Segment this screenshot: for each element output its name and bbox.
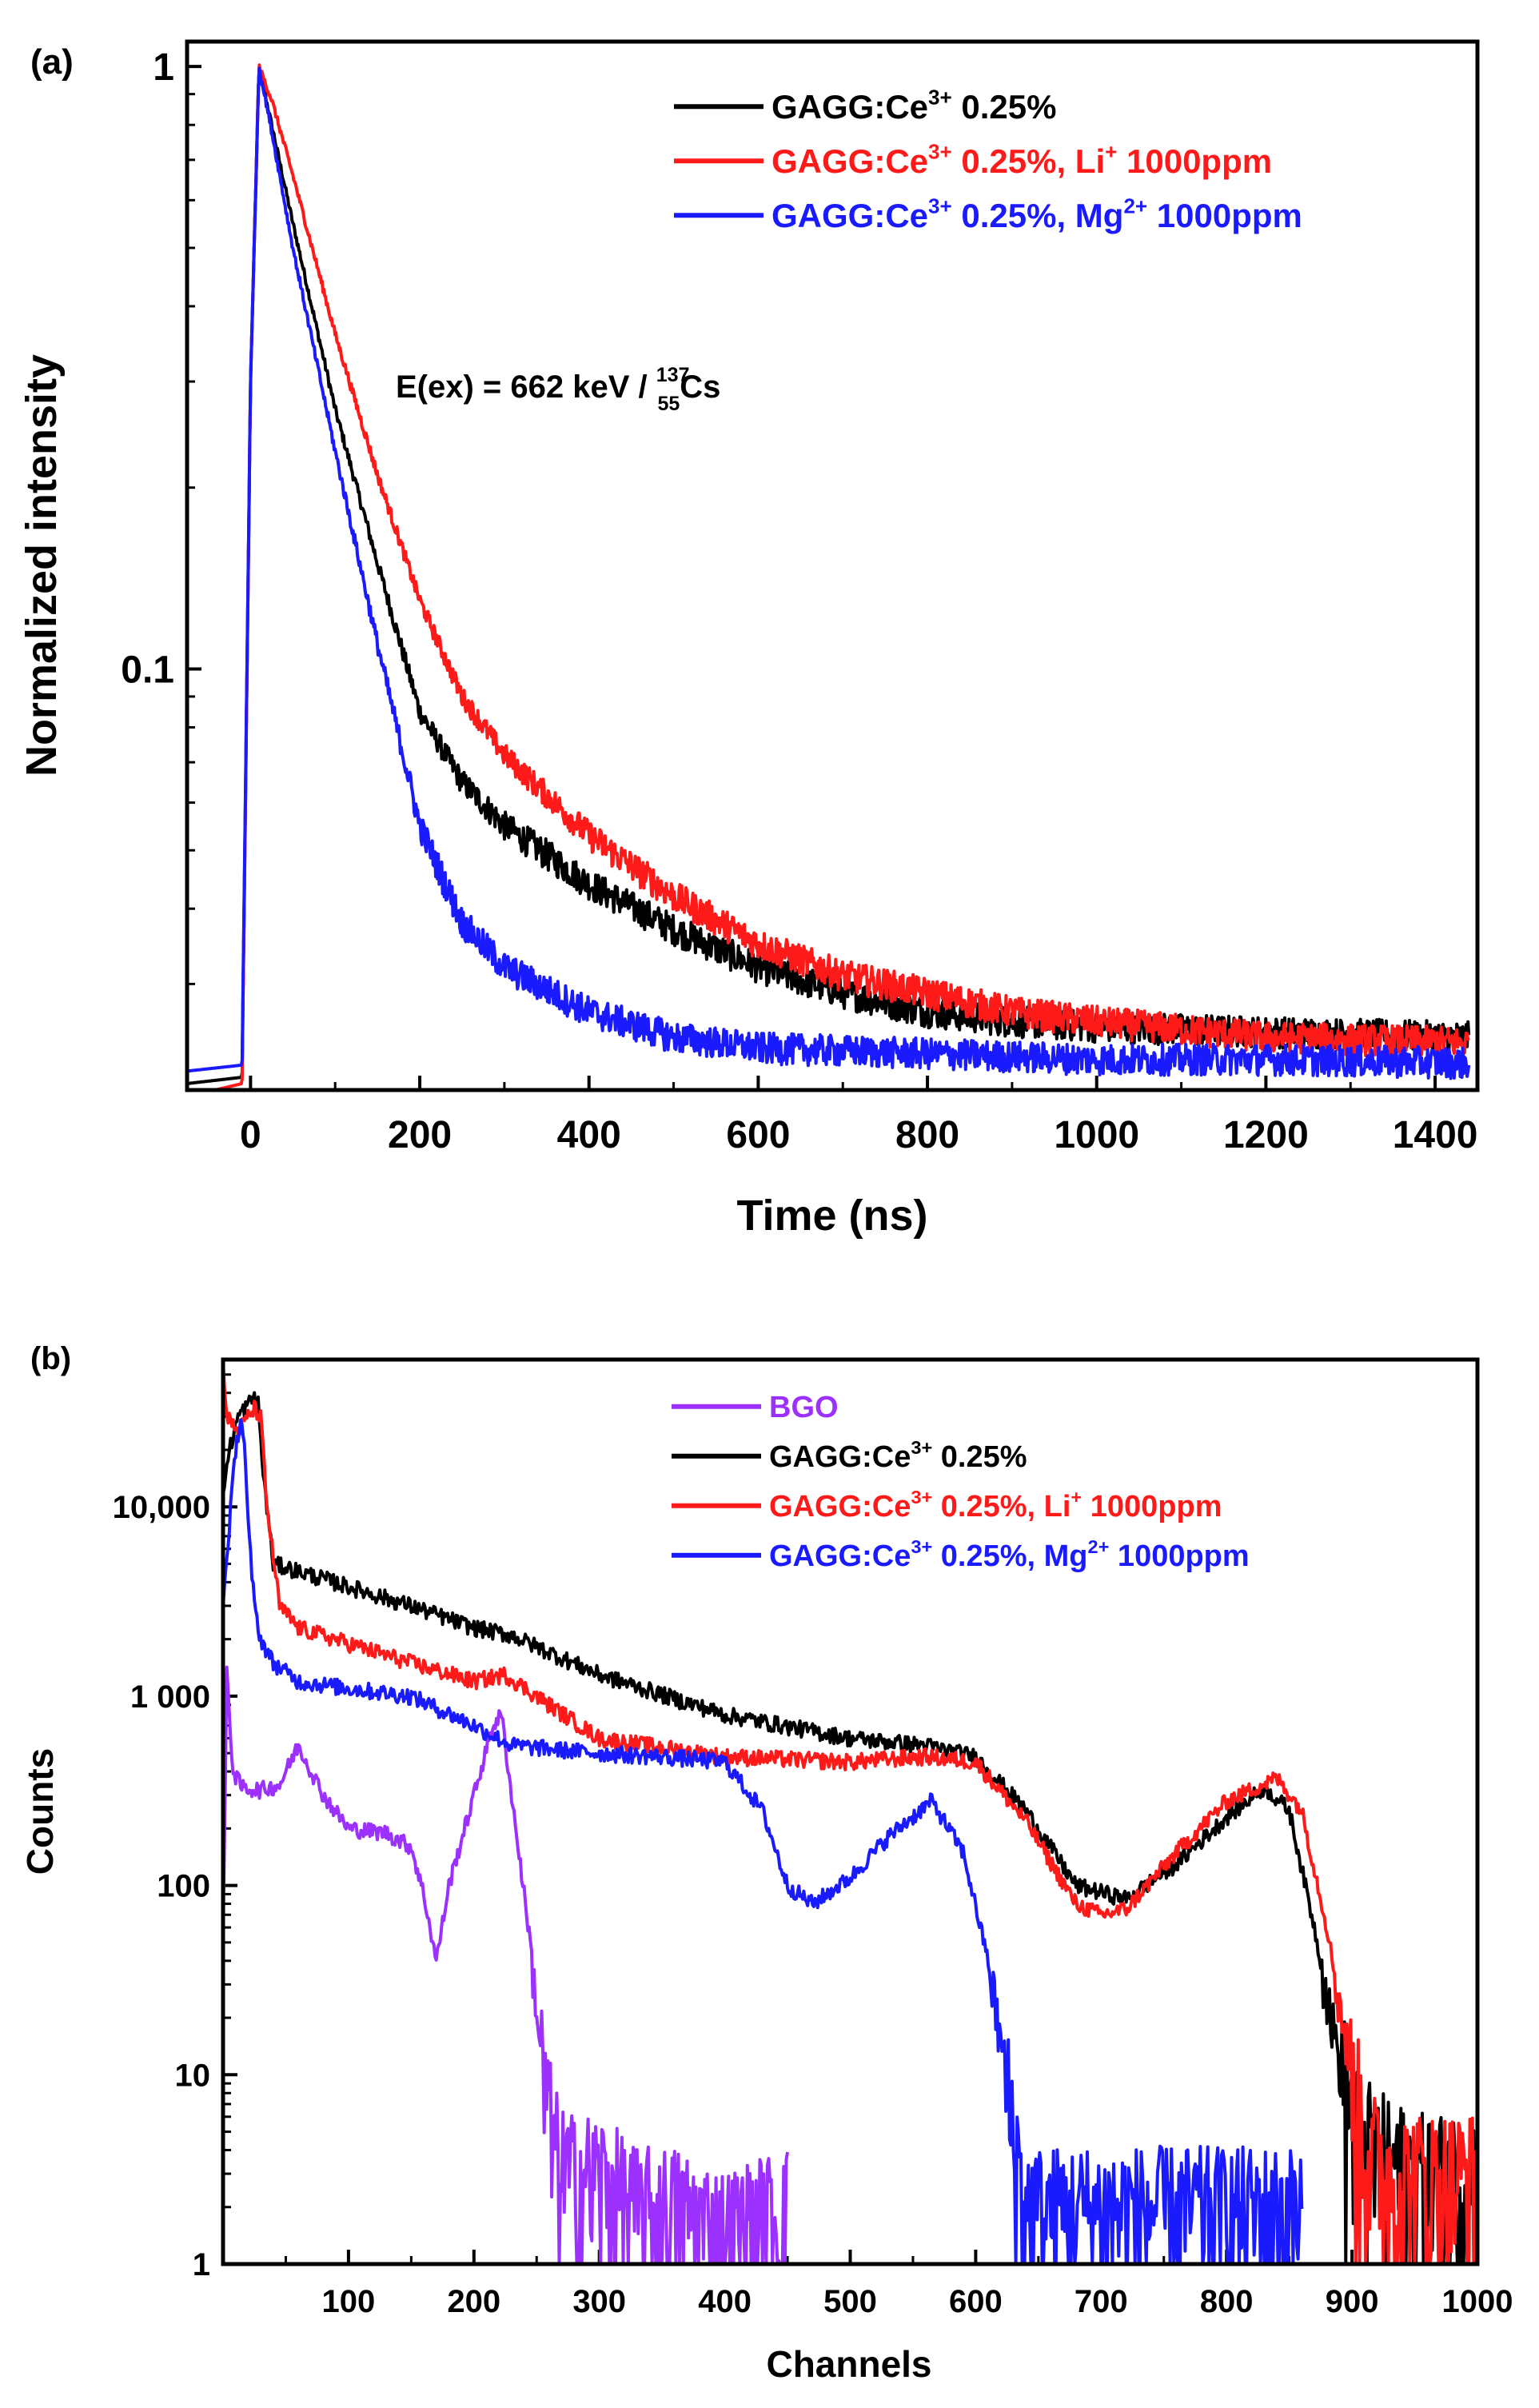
panel-a-y-axis-label: Normalized intensity <box>18 354 66 777</box>
x-tick-label: 1400 <box>1393 1114 1478 1156</box>
legend-superscript: 3+ <box>928 194 952 218</box>
legend-entry-2: GAGG:Ce3+ 0.25%, Li+ 1000ppm <box>771 139 1272 180</box>
legend-superscript: 3+ <box>928 139 952 163</box>
series-line-2 <box>186 63 1470 1092</box>
legend-text: GAGG:Ce <box>771 197 928 234</box>
legend-superscript: + <box>1071 1487 1082 1507</box>
legend-text: 1000ppm <box>1147 197 1302 234</box>
x-tick-label: 300 <box>572 2284 626 2319</box>
panel-b: (b) 100 200 300 400 500 600 700 800 900 100011010… <box>19 1341 1513 2385</box>
x-tick-label: 400 <box>698 2284 752 2319</box>
legend-superscript: 3+ <box>928 85 952 109</box>
legend-text: 0.25% <box>952 88 1057 126</box>
panel-b-x-axis-label: Channels <box>766 2343 931 2385</box>
x-tick-label: 1000 <box>1442 2284 1513 2319</box>
panel-a-annotation: E(ex) = 662 keV / 137 55Cs <box>396 364 720 415</box>
legend-entry-2: GAGG:Ce3+ 0.25% <box>769 1437 1027 1474</box>
x-tick-label: 100 <box>322 2284 376 2319</box>
y-tick-label: 0.1 <box>121 649 174 691</box>
legend-text: 0.25%, Mg <box>952 197 1124 234</box>
annotation-element: Cs <box>680 369 720 405</box>
annotation-prefix: E(ex) = 662 keV / <box>396 369 656 405</box>
x-tick-label: 800 <box>895 1114 959 1156</box>
y-tick-label: 10 <box>175 2058 211 2093</box>
y-tick-label: 100 <box>157 1869 210 1904</box>
legend-entry-3: GAGG:Ce3+ 0.25%, Mg2+ 1000ppm <box>771 194 1302 234</box>
panel-b-y-axis-label: Counts <box>19 1748 61 1875</box>
legend-entry-4: GAGG:Ce3+ 0.25%, Mg2+ 1000ppm <box>769 1536 1250 1573</box>
panel-a-plot-frame <box>185 39 1480 1092</box>
panel-a-tick-labels: 0 200 400 600 800 1000 1200 1400 0.1 1 <box>121 46 1477 1156</box>
y-tick-label: 1 <box>193 2247 210 2282</box>
panel-a-x-axis-label: Time (ns) <box>736 1192 927 1240</box>
y-tick-label: 10,000 <box>113 1490 210 1525</box>
series-line-4 <box>221 1418 1304 2266</box>
legend-text: GAGG:Ce <box>771 88 928 126</box>
panel-b-tick-labels: 100 200 300 400 500 600 700 800 900 1000 1 10 100 1 0… <box>113 1490 1513 2319</box>
series-line-3 <box>186 66 1471 1080</box>
panel-b-label: (b) <box>30 1341 71 1376</box>
series-line-3 <box>221 1359 1479 2266</box>
legend-text: 0.25%, Li <box>932 1490 1071 1523</box>
x-tick-label: 0 <box>240 1114 261 1156</box>
panel-a-series <box>186 63 1471 1092</box>
x-tick-label: 800 <box>1200 2284 1254 2319</box>
x-tick-label: 600 <box>726 1114 790 1156</box>
x-tick-label: 700 <box>1075 2284 1128 2319</box>
legend-entry-1: GAGG:Ce3+ 0.25% <box>771 85 1056 126</box>
x-tick-label: 600 <box>949 2284 1003 2319</box>
legend-text: 1000ppm <box>1117 142 1272 180</box>
panel-b-series <box>221 1359 1479 2266</box>
y-tick-label: 1 <box>153 46 174 89</box>
panel-a-legend: GAGG:Ce3+ 0.25%GAGG:Ce3+ 0.25%, Li+ 1000… <box>674 85 1302 234</box>
legend-text: 1000ppm <box>1082 1490 1222 1523</box>
x-tick-label: 200 <box>447 2284 500 2319</box>
legend-entry-3: GAGG:Ce3+ 0.25%, Li+ 1000ppm <box>769 1487 1222 1523</box>
x-tick-label: 1000 <box>1054 1114 1139 1156</box>
y-tick-label: 1 000 <box>130 1679 210 1715</box>
panel-b-plot-frame <box>221 1357 1480 2266</box>
series-line-2 <box>221 1391 1479 2266</box>
panel-a: (a) 0 200 400 600 800 1000 1200 1400 0.1 1 Time (… <box>18 39 1480 1240</box>
legend-text: 0.25%, Li <box>952 142 1105 180</box>
legend-text: 0.25%, Mg <box>932 1539 1087 1573</box>
legend-superscript: + <box>1105 139 1117 163</box>
legend-text: GAGG:Ce <box>769 1539 911 1573</box>
x-tick-label: 400 <box>557 1114 621 1156</box>
legend-superscript: 2+ <box>1123 194 1147 218</box>
legend-text: BGO <box>769 1391 839 1424</box>
legend-superscript: 3+ <box>911 1536 932 1557</box>
legend-text: GAGG:Ce <box>771 142 928 180</box>
annotation-mass-number: 137 <box>656 364 690 386</box>
legend-text: GAGG:Ce <box>769 1490 911 1523</box>
x-tick-label: 500 <box>823 2284 877 2319</box>
legend-text: GAGG:Ce <box>769 1440 911 1474</box>
annotation-atomic-number: 55 <box>657 393 680 415</box>
legend-text: 1000ppm <box>1109 1539 1249 1573</box>
x-tick-label: 900 <box>1326 2284 1379 2319</box>
x-tick-label: 1200 <box>1223 1114 1309 1156</box>
legend-entry-1: BGO <box>769 1391 839 1424</box>
x-tick-label: 200 <box>388 1114 452 1156</box>
legend-superscript: 3+ <box>911 1487 932 1507</box>
legend-superscript: 2+ <box>1088 1536 1110 1557</box>
panel-a-label: (a) <box>30 42 74 82</box>
legend-text: 0.25% <box>932 1440 1027 1474</box>
legend-superscript: 3+ <box>911 1437 932 1458</box>
